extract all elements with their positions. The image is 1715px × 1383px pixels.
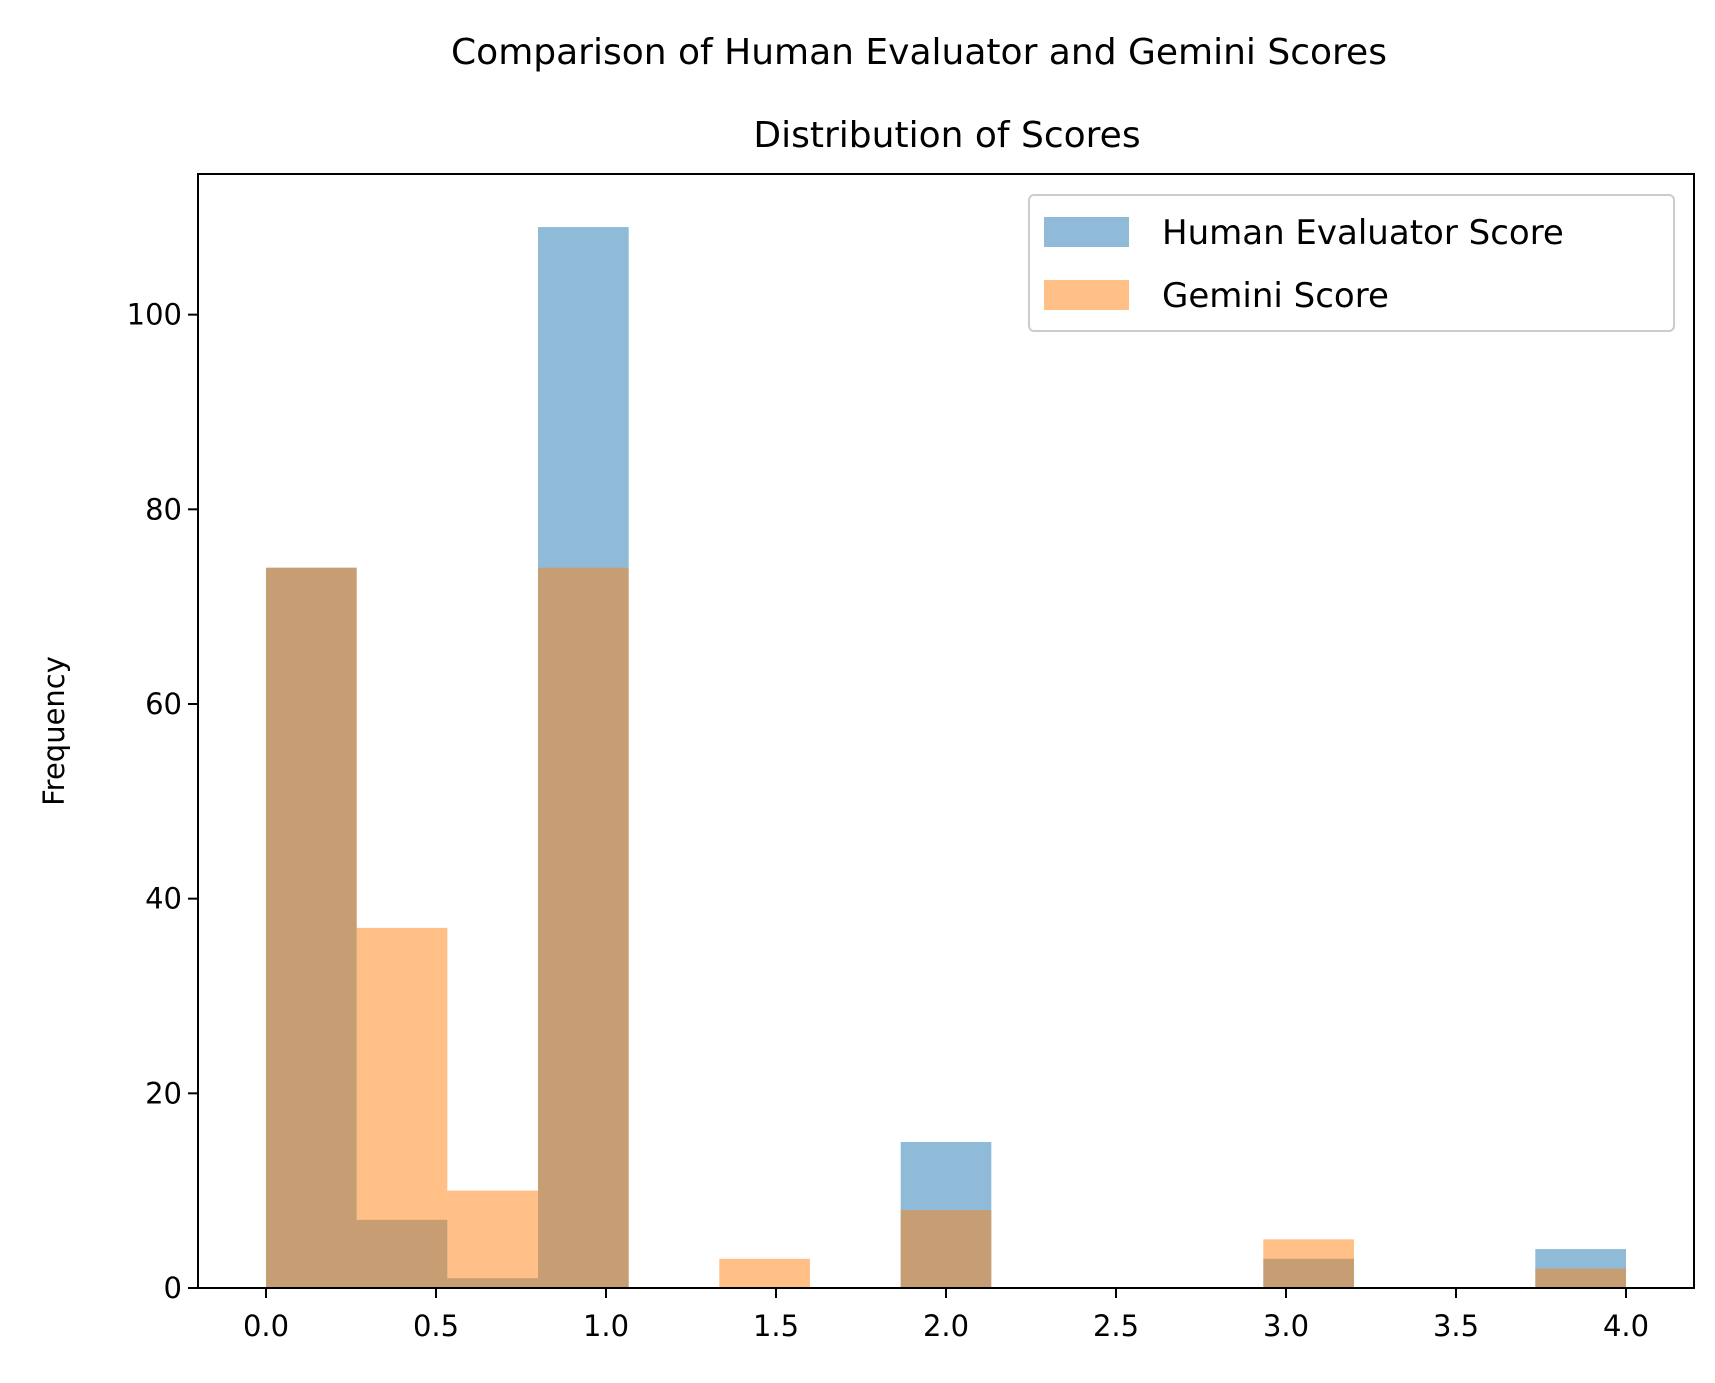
x-tick-label: 3.5 [1433, 1309, 1479, 1343]
legend-swatch-human [1044, 217, 1129, 247]
x-axis: 0.0 0.5 1.0 1.5 2.0 2.5 3.0 3.5 4.0 [243, 1288, 1649, 1343]
bar-gemini-0 [266, 567, 357, 1288]
x-tick-label: 3.0 [1263, 1309, 1309, 1343]
bar-gemini-7 [900, 1210, 992, 1288]
y-tick-label: 80 [145, 492, 182, 526]
bar-gemini-1 [356, 927, 448, 1288]
x-tick-label: 1.0 [583, 1309, 629, 1343]
bar-gemini-5 [719, 1258, 810, 1288]
y-tick-label: 100 [127, 298, 182, 332]
y-axis-label: Frequency [37, 656, 71, 806]
legend-label-gemini: Gemini Score [1162, 276, 1389, 316]
x-tick-label: 0.0 [243, 1309, 289, 1343]
bars-layer [266, 227, 1626, 1288]
y-tick-label: 40 [145, 882, 182, 916]
bar-gemini-14 [1535, 1268, 1626, 1288]
bar-gemini-11 [1263, 1239, 1354, 1288]
x-tick-label: 0.5 [413, 1309, 459, 1343]
x-tick-label: 2.0 [923, 1309, 969, 1343]
x-tick-label: 4.0 [1603, 1309, 1649, 1343]
legend-label-human: Human Evaluator Score [1162, 213, 1564, 253]
legend-frame [1028, 194, 1675, 332]
y-tick-label: 60 [145, 687, 182, 721]
y-tick-label: 20 [145, 1076, 182, 1110]
figure-suptitle: Comparison of Human Evaluator and Gemini… [451, 32, 1387, 73]
bar-gemini-3 [538, 567, 629, 1288]
y-axis: 0 20 40 60 80 100 [127, 298, 198, 1305]
x-tick-label: 1.5 [753, 1309, 799, 1343]
legend: Human Evaluator Score Gemini Score [1028, 194, 1675, 332]
x-tick-label: 2.5 [1093, 1309, 1139, 1343]
chart-title: Distribution of Scores [753, 115, 1140, 156]
legend-swatch-gemini [1044, 280, 1129, 310]
bar-gemini-2 [447, 1190, 538, 1288]
y-tick-label: 0 [164, 1271, 182, 1305]
